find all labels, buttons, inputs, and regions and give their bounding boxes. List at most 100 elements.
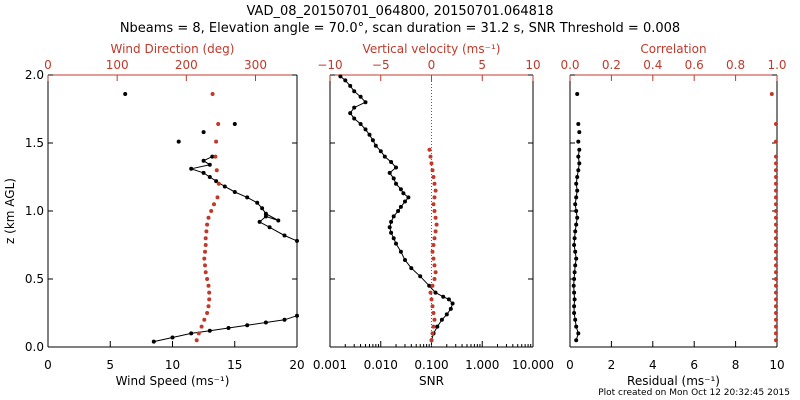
data-point: [343, 78, 348, 83]
data-point: [352, 105, 357, 110]
data-point: [245, 195, 250, 200]
data-point: [431, 324, 436, 329]
data-point: [389, 230, 394, 235]
data-point: [255, 200, 260, 205]
data-point: [210, 92, 215, 96]
y-tick-label: 1.0: [25, 204, 44, 218]
data-point: [378, 149, 383, 154]
data-point: [433, 229, 438, 234]
data-point: [430, 168, 435, 173]
data-point: [571, 283, 576, 288]
data-point: [441, 294, 446, 299]
data-point: [398, 187, 403, 192]
data-point: [432, 195, 437, 200]
data-point: [406, 195, 411, 200]
data-point: [432, 263, 437, 268]
data-point: [210, 154, 215, 159]
y-tick-label: 1.5: [25, 136, 44, 150]
data-point: [573, 263, 578, 268]
data-point: [214, 168, 219, 173]
x-axis-label-bottom: Wind Speed (ms⁻¹): [116, 374, 230, 388]
x-tick-label-top: 0: [428, 58, 436, 72]
data-point: [572, 236, 577, 241]
data-point: [382, 154, 387, 159]
x-axis-label-top: Correlation: [640, 42, 706, 56]
data-point: [774, 283, 778, 288]
data-point: [389, 160, 394, 164]
data-point: [151, 339, 156, 344]
x-tick-label-top: 0.6: [685, 58, 704, 72]
data-point: [203, 263, 207, 268]
data-point: [403, 199, 407, 204]
data-point: [573, 249, 578, 254]
data-point: [576, 154, 581, 159]
data-point: [444, 312, 449, 317]
data-point: [396, 209, 401, 213]
data-point: [358, 122, 363, 126]
data-point: [207, 290, 212, 295]
data-point: [577, 161, 582, 166]
data-point: [189, 331, 194, 336]
data-point: [367, 132, 372, 137]
data-point: [201, 170, 206, 175]
data-point: [430, 304, 435, 309]
x-tick-label-top: 300: [244, 58, 267, 72]
data-point: [774, 181, 778, 186]
data-point: [245, 323, 250, 328]
data-point: [573, 229, 578, 234]
data-point: [206, 283, 211, 288]
x-tick-label-top: 0: [44, 58, 52, 72]
x-tick-label-bottom: 0: [44, 358, 52, 372]
data-point: [774, 338, 778, 343]
title-line-1: VAD_08_20150701_064800, 20150701.064818: [247, 4, 554, 19]
data-point: [572, 290, 577, 295]
data-point: [170, 335, 175, 340]
panel-residual: 0 2 4 6 8 10 Residual (ms⁻¹) 0.0 0.2 0.4 0.6 0.8 1.0…: [560, 42, 786, 388]
data-point: [427, 147, 432, 152]
data-point: [428, 290, 433, 295]
data-point: [450, 301, 455, 306]
data-point: [577, 130, 582, 135]
data-point: [431, 311, 436, 315]
data-point: [429, 161, 434, 166]
data-point: [206, 304, 211, 309]
data-point: [432, 236, 437, 241]
data-point: [267, 225, 272, 230]
data-point: [209, 209, 214, 213]
data-point: [358, 94, 363, 99]
series-line: [340, 76, 454, 341]
data-point: [394, 165, 398, 170]
data-point: [574, 256, 579, 261]
series-line: [189, 156, 298, 242]
data-point: [430, 283, 435, 288]
data-point: [205, 277, 210, 281]
data-point: [572, 311, 577, 315]
data-point: [774, 195, 778, 200]
data-point: [431, 256, 436, 261]
data-point: [574, 181, 579, 186]
data-point: [387, 225, 392, 230]
x-tick-label-bottom: 10: [769, 358, 784, 372]
data-point: [432, 317, 437, 322]
data-point: [774, 168, 778, 173]
data-point: [389, 219, 394, 224]
data-point: [352, 89, 357, 94]
x-tick-label-bottom: 1.000: [465, 358, 499, 372]
data-point: [576, 168, 581, 173]
data-point: [196, 331, 201, 336]
data-point: [774, 175, 778, 179]
x-axis-label-bottom: SNR: [419, 374, 444, 388]
data-point: [572, 304, 577, 309]
data-point: [418, 274, 423, 279]
data-point: [577, 147, 582, 152]
data-point: [572, 243, 577, 247]
data-point: [774, 317, 778, 322]
data-point: [403, 258, 407, 262]
data-point: [409, 266, 414, 271]
x-tick-label-bottom: 0.010: [364, 358, 398, 372]
x-tick-label-bottom: 0.001: [313, 358, 347, 372]
data-point: [207, 162, 212, 167]
data-point: [774, 229, 778, 234]
